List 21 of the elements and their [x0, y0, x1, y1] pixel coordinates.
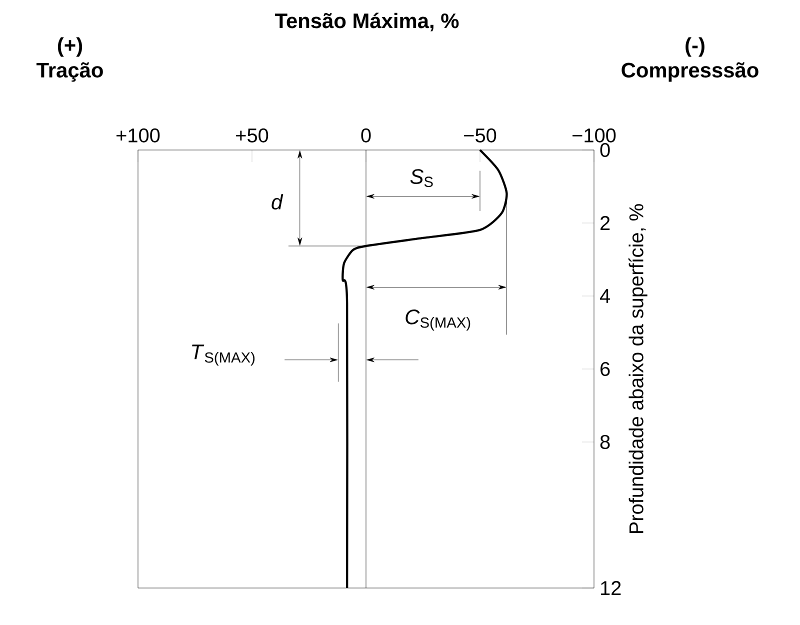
annotation: d	[272, 194, 284, 210]
text: (+)	[58, 37, 82, 57]
chart-title: Tensão Máxima, %	[274, 12, 459, 32]
x-tick-label: +100	[116, 128, 160, 142]
y-tick-label: 4	[600, 289, 610, 303]
text: (-)	[686, 37, 704, 57]
y-tick-label: 2	[600, 216, 610, 230]
x-tick-label: +50	[236, 128, 268, 142]
annotation: T$_{S(MAX)}$	[192, 344, 255, 366]
y-tick-label: 8	[600, 434, 610, 450]
y-tick-label: 0	[600, 142, 610, 158]
annotation: C$_{S(MAX)}$	[406, 310, 470, 331]
text: Tração	[36, 62, 103, 82]
text: Compresssão	[622, 62, 758, 82]
y-axis-title: Profundidade abaixo da superfície, %	[628, 204, 648, 533]
annotation: S$_{S}$	[410, 169, 433, 188]
x-tick-label: −50	[464, 128, 496, 142]
x-tick-label: −100	[572, 128, 616, 142]
y-tick-label: 12	[601, 581, 621, 595]
x-tick-label: 0	[361, 128, 371, 142]
y-tick-label: 6	[600, 362, 610, 376]
